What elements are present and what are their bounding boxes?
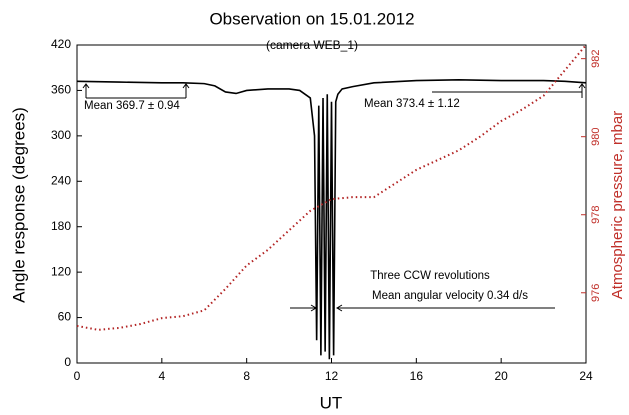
x-axis-label: UT (320, 393, 343, 412)
annotation: Three CCW revolutions (370, 270, 490, 282)
y-tick-label: 300 (51, 128, 71, 142)
y-tick-label: 420 (51, 37, 71, 51)
x-tick-label: 12 (325, 369, 339, 383)
annotation: Mean 369.7 ± 0.94 (84, 100, 180, 112)
x-tick-label: 24 (579, 369, 593, 383)
y2-tick-label: 978 (590, 206, 602, 224)
angle-line (76, 79, 587, 360)
y2-tick-label: 976 (590, 284, 602, 302)
x-tick-label: 4 (158, 369, 165, 383)
y-tick-label: 120 (51, 264, 71, 278)
plot-frame (76, 44, 587, 364)
y-tick-label: 60 (58, 310, 72, 324)
y-tick-label: 0 (64, 355, 71, 369)
y-tick-label: 180 (51, 219, 71, 233)
y2-tick-label: 980 (590, 128, 602, 146)
x-tick-label: 20 (494, 369, 508, 383)
y2-axis-label: Atmospheric pressure, mbar (609, 111, 626, 299)
pressure-line (76, 44, 587, 331)
y-axis-label: Angle response (degrees) (9, 107, 28, 303)
y-tick-label: 360 (51, 83, 71, 97)
x-tick-label: 16 (410, 369, 424, 383)
annotation: Mean 373.4 ± 1.12 (364, 98, 460, 110)
y-tick-label: 240 (51, 173, 71, 187)
x-tick-label: 8 (243, 369, 250, 383)
annotation: Mean angular velocity 0.34 d/s (372, 290, 528, 302)
x-tick-label: 0 (74, 369, 81, 383)
chart-title: Observation on 15.01.2012 (209, 9, 414, 28)
y2-tick-label: 982 (590, 49, 602, 67)
